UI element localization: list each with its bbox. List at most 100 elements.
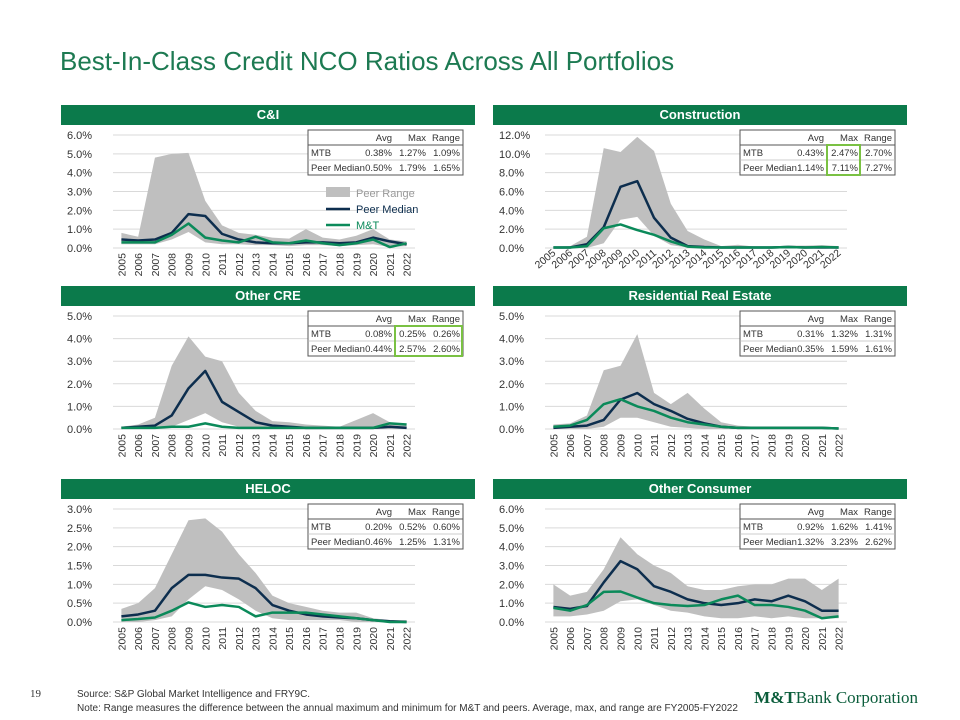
y-tick-label: 0.0% bbox=[67, 243, 92, 255]
table-border bbox=[307, 129, 464, 176]
mt-line bbox=[121, 601, 407, 624]
x-tick-label: 2010 bbox=[200, 627, 212, 651]
stats-table: Avg Max Range MTB 0.31% 1.32% 1.31% Peer Median… bbox=[739, 310, 896, 357]
table-cell: 1.62% bbox=[831, 522, 858, 533]
x-tick-label: 2011 bbox=[217, 253, 229, 276]
x-tick-label: 2020 bbox=[800, 627, 812, 651]
y-tick-label: 1.0% bbox=[67, 579, 92, 591]
table-header: Avg bbox=[376, 507, 392, 518]
x-tick-label: 2005 bbox=[116, 434, 128, 458]
table-row-label: Peer Median bbox=[743, 163, 797, 174]
stats-table: Avg Max Range MTB 0.20% 0.52% 0.60% Peer Median… bbox=[307, 503, 464, 550]
legend-label: M&T bbox=[356, 220, 380, 232]
table-row-label: Peer Median bbox=[311, 344, 365, 355]
table-border bbox=[307, 503, 464, 550]
table-row-label: Peer Median bbox=[743, 344, 797, 355]
x-tick-label: 2006 bbox=[133, 253, 145, 277]
table-header: Max bbox=[840, 314, 858, 325]
x-tick-label: 2011 bbox=[649, 434, 661, 457]
table-cell: 1.59% bbox=[831, 344, 858, 355]
table-header: Range bbox=[432, 507, 460, 518]
y-tick-label: 3.0% bbox=[67, 187, 92, 199]
peer-range-area bbox=[553, 537, 839, 619]
x-tick-label: 2018 bbox=[767, 627, 779, 651]
table-cell: 1.65% bbox=[433, 163, 460, 174]
x-tick-label: 2009 bbox=[616, 627, 628, 651]
panel-header: Other Consumer bbox=[493, 479, 907, 499]
y-tick-label: 4.0% bbox=[499, 205, 524, 217]
mt-line bbox=[553, 590, 839, 620]
table-row-label: MTB bbox=[743, 148, 763, 159]
table-row-label: MTB bbox=[311, 329, 331, 340]
y-tick-label: 3.0% bbox=[67, 356, 92, 368]
table-highlight bbox=[826, 144, 861, 176]
x-tick-label: 2006 bbox=[133, 434, 145, 458]
stats-table: Avg Max Range MTB 0.43% 2.47% 2.70% Peer Median… bbox=[739, 129, 896, 176]
x-tick-label: 2010 bbox=[632, 434, 644, 458]
note-text: Note: Range measures the difference betw… bbox=[77, 703, 738, 714]
y-tick-label: 4.0% bbox=[67, 168, 92, 180]
x-tick-label: 2009 bbox=[616, 434, 628, 458]
x-tick-label: 2009 bbox=[184, 627, 196, 651]
x-tick-label: 2021 bbox=[385, 434, 397, 458]
x-tick-label: 2018 bbox=[767, 434, 779, 458]
panel-header: HELOC bbox=[61, 479, 475, 499]
table-cell: 7.27% bbox=[865, 163, 892, 174]
x-tick-label: 2017 bbox=[318, 627, 330, 651]
y-tick-label: 0.5% bbox=[67, 598, 92, 610]
table-header: Max bbox=[840, 507, 858, 518]
page-number: 19 bbox=[30, 688, 41, 700]
x-tick-label: 2020 bbox=[800, 434, 812, 458]
x-tick-label: 2022 bbox=[834, 627, 846, 651]
x-tick-label: 2019 bbox=[783, 434, 795, 458]
table-header: Range bbox=[432, 133, 460, 144]
y-tick-label: 0.0% bbox=[499, 617, 524, 629]
table-header: Range bbox=[432, 314, 460, 325]
y-tick-label: 5.0% bbox=[67, 149, 92, 161]
y-tick-label: 4.0% bbox=[499, 542, 524, 554]
table-border bbox=[307, 310, 464, 357]
x-tick-label: 2015 bbox=[716, 627, 728, 651]
y-tick-label: 12.0% bbox=[499, 130, 530, 142]
x-tick-label: 2014 bbox=[267, 627, 279, 651]
stats-table: Avg Max Range MTB 0.92% 1.62% 1.41% Peer Median… bbox=[739, 503, 896, 550]
table-header: Avg bbox=[376, 314, 392, 325]
y-tick-label: 5.0% bbox=[67, 311, 92, 323]
table-cell: 0.60% bbox=[433, 522, 460, 533]
table-cell: 2.62% bbox=[865, 537, 892, 548]
x-tick-label: 2013 bbox=[251, 627, 263, 651]
x-tick-label: 2021 bbox=[385, 627, 397, 651]
y-tick-label: 6.0% bbox=[499, 504, 524, 516]
x-tick-label: 2017 bbox=[750, 627, 762, 651]
stats-table: Avg Max Range MTB 0.08% 0.25% 0.26% Peer Median… bbox=[307, 310, 464, 357]
source-notes: Source: S&P Global Market Intelligence a… bbox=[77, 688, 738, 716]
table-cell: 0.35% bbox=[797, 344, 824, 355]
source-text: Source: S&P Global Market Intelligence a… bbox=[77, 689, 311, 700]
y-tick-label: 4.0% bbox=[67, 334, 92, 346]
x-tick-label: 2020 bbox=[368, 253, 380, 277]
table-header: Max bbox=[408, 507, 426, 518]
x-tick-label: 2012 bbox=[234, 434, 246, 458]
y-tick-label: 3.0% bbox=[499, 356, 524, 368]
x-tick-label: 2008 bbox=[167, 253, 179, 277]
table-cell: 7.11% bbox=[832, 163, 859, 174]
table-cell: 0.25% bbox=[399, 329, 426, 340]
y-tick-label: 3.0% bbox=[499, 561, 524, 573]
table-cell: 0.38% bbox=[365, 148, 392, 159]
table-cell: 2.57% bbox=[399, 344, 426, 355]
logo-rest: Bank Corporation bbox=[795, 688, 918, 707]
table-header: Avg bbox=[376, 133, 392, 144]
x-tick-label: 2005 bbox=[548, 627, 560, 651]
table-cell: 3.23% bbox=[831, 537, 858, 548]
table-cell: 1.31% bbox=[865, 329, 892, 340]
x-tick-label: 2005 bbox=[548, 434, 560, 458]
y-tick-label: 6.0% bbox=[499, 187, 524, 199]
x-tick-label: 2007 bbox=[582, 434, 594, 458]
x-tick-label: 2016 bbox=[301, 434, 313, 458]
chart-svg: 0.0% 1.0% 2.0% 3.0% 4.0% 5.0% 6.0% 2005 2006 2007… bbox=[67, 129, 464, 277]
table-header: Range bbox=[864, 507, 892, 518]
y-tick-label: 10.0% bbox=[499, 149, 530, 161]
table-row-label: MTB bbox=[743, 522, 763, 533]
x-tick-label: 2007 bbox=[582, 627, 594, 651]
table-row-label: Peer Median bbox=[311, 163, 365, 174]
